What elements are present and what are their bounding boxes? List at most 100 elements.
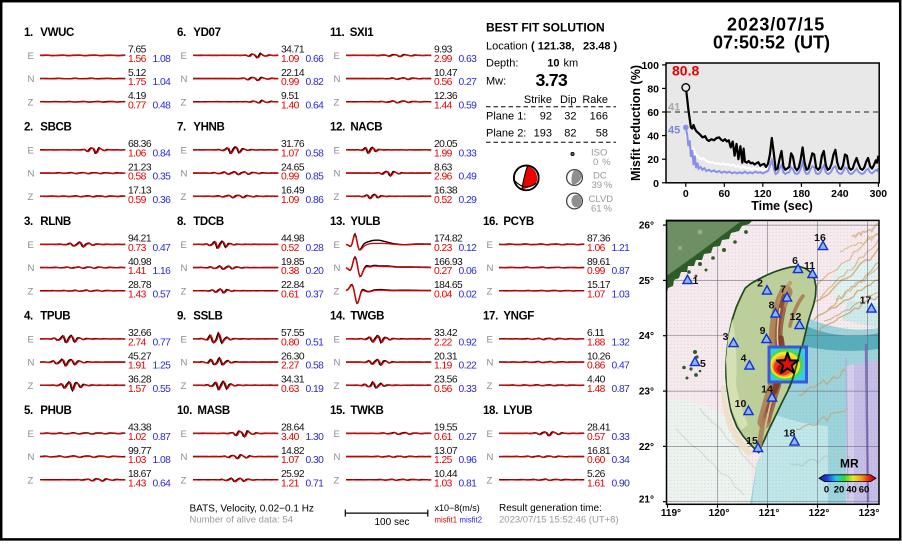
svg-text:Z: Z (334, 381, 340, 392)
svg-text:MR: MR (840, 457, 859, 471)
svg-text:E: E (487, 334, 493, 345)
svg-text:E: E (181, 145, 187, 156)
svg-text:Z: Z (334, 286, 340, 297)
svg-text:45: 45 (668, 125, 680, 137)
svg-text:23.56: 23.56 (434, 375, 458, 386)
svg-text:0.81: 0.81 (459, 478, 478, 489)
svg-text:0.47: 0.47 (153, 243, 172, 254)
svg-text:9.51: 9.51 (281, 91, 300, 102)
svg-text:184.65: 184.65 (434, 280, 463, 291)
svg-text:E: E (28, 51, 34, 62)
svg-text:17.13: 17.13 (128, 186, 152, 197)
svg-text:45.27: 45.27 (128, 351, 152, 362)
svg-text:17. YNGF: 17. YNGF (483, 311, 534, 323)
svg-text:0.20: 0.20 (306, 266, 325, 277)
svg-text:1.48: 1.48 (587, 384, 606, 395)
svg-text:0.12: 0.12 (459, 243, 478, 254)
svg-text:6: 6 (792, 255, 798, 267)
svg-text:1.03: 1.03 (612, 289, 631, 300)
svg-text:N: N (487, 263, 494, 274)
svg-text:41: 41 (668, 102, 680, 114)
svg-text:N: N (487, 358, 494, 369)
svg-text:E: E (334, 51, 340, 62)
svg-text:N: N (28, 169, 35, 180)
svg-text:Location: Location (486, 41, 528, 53)
svg-text:0.99: 0.99 (281, 172, 300, 183)
svg-text:26°: 26° (639, 221, 654, 232)
svg-text:19.85: 19.85 (281, 257, 305, 268)
svg-text:12.36: 12.36 (434, 91, 458, 102)
svg-text:1.09: 1.09 (281, 54, 300, 65)
svg-text:16.49: 16.49 (281, 186, 305, 197)
svg-text:1.19: 1.19 (434, 361, 453, 372)
svg-text:92: 92 (540, 111, 552, 123)
svg-text:Z: Z (181, 381, 187, 392)
svg-text:1.07: 1.07 (281, 455, 300, 466)
svg-text:121°: 121° (759, 508, 780, 519)
svg-text:1.57: 1.57 (128, 384, 147, 395)
svg-text:14.82: 14.82 (281, 446, 305, 457)
svg-text:1.08: 1.08 (153, 54, 172, 65)
svg-text:0.84: 0.84 (153, 149, 172, 160)
svg-text:x10−8(m/s): x10−8(m/s) (435, 503, 480, 513)
svg-text:1.75: 1.75 (128, 77, 147, 88)
svg-text:Z: Z (181, 475, 187, 486)
svg-text:0.96: 0.96 (459, 455, 478, 466)
svg-text:119°: 119° (661, 508, 681, 519)
svg-text:misfit2: misfit2 (460, 515, 483, 524)
svg-text:Z: Z (28, 192, 34, 203)
svg-text:Z: Z (334, 192, 340, 203)
svg-text:E: E (181, 334, 187, 345)
svg-text:0.56: 0.56 (434, 384, 453, 395)
svg-text:Plane 2:: Plane 2: (486, 128, 526, 140)
svg-text:0.87: 0.87 (153, 432, 172, 443)
svg-text:26.30: 26.30 (281, 351, 305, 362)
svg-text:Strike: Strike (524, 94, 552, 106)
svg-text:N: N (181, 452, 188, 463)
svg-text:25°: 25° (639, 276, 654, 287)
svg-text:0.64: 0.64 (306, 100, 325, 111)
svg-text:6.11: 6.11 (587, 328, 605, 339)
svg-text:23°: 23° (639, 387, 654, 398)
svg-text:BATS, Velocity, 0.02−0.1 Hz: BATS, Velocity, 0.02−0.1 Hz (190, 504, 314, 515)
svg-text:16.38: 16.38 (434, 186, 458, 197)
svg-text:16. PCYB: 16. PCYB (483, 216, 534, 228)
svg-text:11. SXI1: 11. SXI1 (330, 27, 374, 39)
svg-text:1.25: 1.25 (434, 455, 453, 466)
svg-text:07:50:52 (UT): 07:50:52 (UT) (713, 33, 830, 53)
svg-text:3.73: 3.73 (536, 70, 568, 90)
svg-text:13. YULB: 13. YULB (330, 216, 380, 228)
svg-text:3. RLNB: 3. RLNB (24, 216, 71, 228)
svg-text:0.19: 0.19 (306, 384, 325, 395)
svg-text:ISO: ISO (591, 148, 607, 159)
svg-text:0.59: 0.59 (459, 100, 478, 111)
svg-text:N: N (334, 169, 341, 180)
svg-text:2.99: 2.99 (434, 54, 453, 65)
svg-text:60: 60 (647, 107, 659, 119)
svg-text:Result generation time:: Result generation time: (499, 503, 602, 514)
svg-text:N: N (181, 263, 188, 274)
svg-text:N: N (334, 74, 341, 85)
svg-text:1.43: 1.43 (128, 289, 147, 300)
svg-text:25.92: 25.92 (281, 469, 305, 480)
svg-text:10: 10 (547, 58, 559, 70)
svg-text:1.06: 1.06 (587, 243, 606, 254)
svg-text:240: 240 (831, 188, 849, 200)
svg-text:15.17: 15.17 (587, 280, 611, 291)
svg-text:0.33: 0.33 (459, 384, 478, 395)
svg-text:13.07: 13.07 (434, 446, 458, 457)
svg-text:0.34: 0.34 (612, 455, 631, 466)
svg-text:E: E (334, 145, 340, 156)
svg-text:60: 60 (859, 485, 870, 496)
svg-text:80.8: 80.8 (672, 63, 699, 79)
svg-text:34.31: 34.31 (281, 375, 305, 386)
svg-text:Z: Z (181, 97, 187, 108)
svg-text:E: E (334, 429, 340, 440)
svg-text:0.52: 0.52 (434, 195, 453, 206)
svg-text:0.27: 0.27 (459, 432, 478, 443)
svg-text:N: N (334, 452, 341, 463)
svg-text:40: 40 (647, 131, 659, 143)
svg-text:82: 82 (564, 128, 576, 140)
svg-text:40.98: 40.98 (128, 257, 152, 268)
svg-text:166.93: 166.93 (434, 257, 463, 268)
